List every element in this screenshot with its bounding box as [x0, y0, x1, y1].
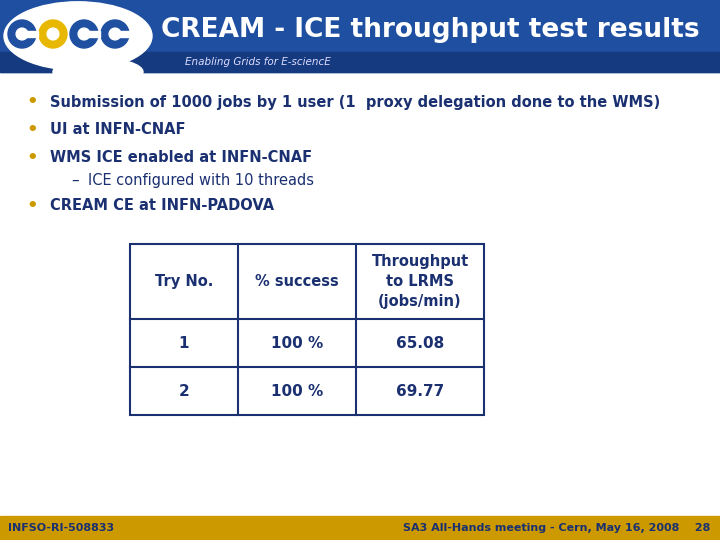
Text: 2: 2: [179, 383, 189, 399]
Text: 1: 1: [179, 335, 189, 350]
Circle shape: [47, 28, 59, 40]
Text: Try No.: Try No.: [155, 274, 213, 289]
Text: INFSO-RI-508833: INFSO-RI-508833: [8, 523, 114, 533]
Text: CREAM CE at INFN-PADOVA: CREAM CE at INFN-PADOVA: [50, 199, 274, 213]
Circle shape: [70, 20, 98, 48]
Text: WMS ICE enabled at INFN-CNAF: WMS ICE enabled at INFN-CNAF: [50, 151, 312, 165]
Text: ICE configured with 10 threads: ICE configured with 10 threads: [88, 172, 314, 187]
Text: •: •: [26, 197, 38, 215]
Bar: [22, 31, 38, 37]
Text: SA3 All-Hands meeting - Cern, May 16, 2008    28: SA3 All-Hands meeting - Cern, May 16, 20…: [402, 523, 710, 533]
Bar: [130, 244, 484, 415]
Text: •: •: [26, 121, 38, 139]
Text: 65.08: 65.08: [396, 335, 444, 350]
Circle shape: [8, 20, 36, 48]
Circle shape: [109, 28, 121, 40]
Text: % success: % success: [255, 274, 339, 289]
Bar: [0, 0, 720, 72]
Text: 100 %: 100 %: [271, 335, 323, 350]
Bar: [84, 31, 100, 37]
Bar: [0, 516, 720, 540]
Text: •: •: [26, 93, 38, 111]
Circle shape: [78, 28, 90, 40]
Bar: [0, 52, 720, 72]
Text: Throughput
to LRMS
(jobs/min): Throughput to LRMS (jobs/min): [372, 254, 469, 309]
Circle shape: [16, 28, 28, 40]
Text: •: •: [26, 149, 38, 167]
Text: UI at INFN-CNAF: UI at INFN-CNAF: [50, 123, 186, 138]
Text: 69.77: 69.77: [396, 383, 444, 399]
Ellipse shape: [4, 2, 152, 70]
Text: –: –: [71, 172, 78, 187]
Circle shape: [101, 20, 129, 48]
Bar: [115, 31, 131, 37]
Circle shape: [39, 20, 67, 48]
Text: Enabling Grids for E-sciencE: Enabling Grids for E-sciencE: [185, 57, 330, 67]
Text: Submission of 1000 jobs by 1 user (1  proxy delegation done to the WMS): Submission of 1000 jobs by 1 user (1 pro…: [50, 94, 660, 110]
Text: CREAM - ICE throughput test results: CREAM - ICE throughput test results: [161, 17, 699, 43]
Text: 100 %: 100 %: [271, 383, 323, 399]
Ellipse shape: [53, 58, 143, 86]
